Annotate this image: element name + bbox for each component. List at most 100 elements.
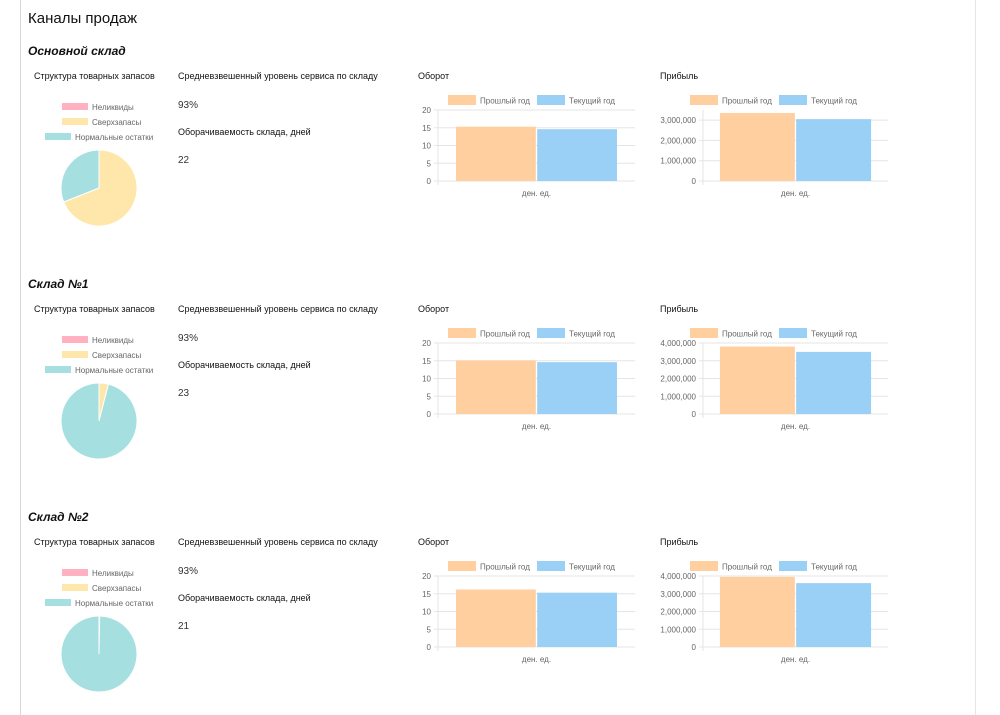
turnover-chart-title: Оборот [418, 537, 450, 547]
y-tick-label: 10 [422, 608, 431, 617]
legend-label: Текущий год [569, 330, 615, 339]
legend-illiquid: Неликвиды [62, 336, 134, 345]
legend-swatch [45, 366, 71, 373]
x-category-label: ден. ед. [522, 189, 551, 198]
legend-label: Прошлый год [722, 330, 772, 339]
legend-swatch [62, 584, 88, 591]
legend-swatch [690, 95, 718, 105]
legend-swatch [690, 328, 718, 338]
section-title: Склад №2 [28, 510, 89, 524]
bar-prev-year [456, 589, 536, 647]
legend-swatch [690, 561, 718, 571]
service-level-value: 93% [178, 333, 199, 344]
y-tick-label: 0 [427, 643, 432, 652]
section-title: Основной склад [28, 44, 126, 58]
y-tick-label: 0 [692, 177, 697, 186]
legend-label: Прошлый год [480, 563, 530, 572]
bar-prev-year [719, 346, 795, 414]
bar-prev-year [456, 360, 536, 414]
legend-label: Прошлый год [722, 97, 772, 106]
y-tick-label: 15 [422, 124, 431, 133]
y-tick-label: 5 [427, 625, 432, 634]
legend-prev-year: Прошлый год [690, 328, 772, 339]
legend-label: Текущий год [811, 563, 857, 572]
legend-label: Текущий год [569, 97, 615, 106]
service-level-title: Средневзвешенный уровень сервиса по скла… [178, 537, 378, 547]
legend-swatch [448, 561, 476, 571]
legend-label: Нормальные остатки [75, 599, 153, 608]
turnover-days-value: 22 [178, 155, 190, 166]
bar-prev-year [456, 126, 536, 181]
legend-swatch [779, 561, 807, 571]
legend-label: Нормальные остатки [75, 133, 153, 142]
legend-label: Прошлый год [480, 330, 530, 339]
warehouse-section: Склад №2 Структура товарных запасов Сред… [0, 510, 1000, 715]
legend-label: Неликвиды [92, 103, 134, 112]
y-tick-label: 1,000,000 [660, 392, 696, 401]
x-category-label: ден. ед. [781, 189, 810, 198]
legend-curr-year: Текущий год [537, 328, 615, 339]
stock-structure-title: Структура товарных запасов [34, 537, 155, 547]
y-tick-label: 20 [422, 339, 431, 348]
x-category-label: ден. ед. [522, 655, 551, 664]
legend-curr-year: Текущий год [537, 561, 615, 572]
turnover-chart-title: Оборот [418, 71, 450, 81]
legend-label: Текущий год [811, 97, 857, 106]
legend-label: Неликвиды [92, 569, 134, 578]
service-level-title: Средневзвешенный уровень сервиса по скла… [178, 71, 378, 81]
bar-prev-year [719, 113, 795, 181]
legend-curr-year: Текущий год [779, 561, 857, 572]
legend-label: Текущий год [569, 563, 615, 572]
bar-curr-year [796, 119, 872, 181]
legend-illiquid: Неликвиды [62, 569, 134, 578]
legend-label: Прошлый год [480, 97, 530, 106]
x-category-label: ден. ед. [781, 655, 810, 664]
bar-curr-year [796, 583, 872, 647]
y-tick-label: 2,000,000 [660, 608, 696, 617]
legend-prev-year: Прошлый год [448, 95, 530, 106]
legend-swatch [62, 103, 88, 110]
service-level-title: Средневзвешенный уровень сервиса по скла… [178, 304, 378, 314]
legend-swatch [448, 328, 476, 338]
profit-bar-chart: Прошлый год Текущий год 3,000,000 2,000,000… [660, 95, 888, 198]
y-tick-label: 1,000,000 [660, 157, 696, 166]
legend-swatch [779, 328, 807, 338]
stock-structure-pie-chart: Неликвиды Сверхзапасы Нормальные остатки [45, 103, 153, 227]
pie-slice-normal [60, 615, 138, 693]
y-tick-label: 0 [427, 410, 432, 419]
turnover-days-title: Оборачиваемость склада, дней [178, 360, 311, 370]
y-tick-label: 10 [422, 142, 431, 151]
y-tick-label: 3,000,000 [660, 116, 696, 125]
bar-curr-year [796, 351, 872, 414]
stock-structure-title: Структура товарных запасов [34, 304, 155, 314]
stock-structure-pie-chart: Неликвиды Сверхзапасы Нормальные остатки [45, 336, 153, 460]
profit-chart-title: Прибыль [660, 537, 699, 547]
bar-curr-year [537, 592, 617, 647]
legend-swatch [779, 95, 807, 105]
y-tick-label: 2,000,000 [660, 375, 696, 384]
x-category-label: ден. ед. [781, 422, 810, 431]
legend-normal: Нормальные остатки [45, 599, 153, 608]
legend-overstock: Сверхзапасы [62, 584, 142, 593]
legend-prev-year: Прошлый год [690, 561, 772, 572]
service-level-value: 93% [178, 100, 199, 111]
bar-curr-year [537, 129, 617, 181]
section-title: Склад №1 [28, 277, 89, 291]
legend-swatch [62, 118, 88, 125]
legend-swatch [537, 561, 565, 571]
legend-label: Неликвиды [92, 336, 134, 345]
pie-slice-normal [60, 149, 100, 203]
legend-swatch [448, 95, 476, 105]
legend-label: Текущий год [811, 330, 857, 339]
legend-label: Сверхзапасы [92, 118, 142, 127]
profit-bar-chart: Прошлый год Текущий год 4,000,000 3,000,000… [660, 561, 888, 664]
legend-label: Сверхзапасы [92, 351, 142, 360]
legend-overstock: Сверхзапасы [62, 351, 142, 360]
left-divider [20, 0, 21, 715]
legend-normal: Нормальные остатки [45, 366, 153, 375]
y-tick-label: 4,000,000 [660, 339, 696, 348]
page-title: Каналы продаж [28, 10, 138, 27]
stock-structure-pie-chart: Неликвиды Сверхзапасы Нормальные остатки [45, 569, 153, 693]
legend-swatch [45, 133, 71, 140]
x-category-label: ден. ед. [522, 422, 551, 431]
